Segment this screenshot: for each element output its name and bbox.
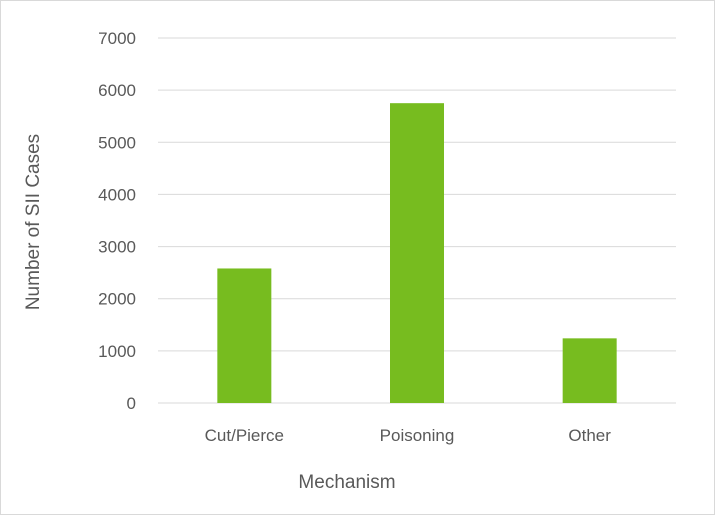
y-tick-label: 7000 <box>98 29 136 48</box>
x-tick-label: Other <box>568 426 611 445</box>
y-tick-label: 5000 <box>98 133 136 152</box>
x-tick-label: Cut/Pierce <box>205 426 284 445</box>
x-axis-ticks: Cut/Pierce Poisoning Other <box>205 426 612 445</box>
y-tick-label: 4000 <box>98 185 136 204</box>
y-tick-label: 6000 <box>98 81 136 100</box>
bar-poisoning <box>390 103 444 403</box>
bar-other <box>562 338 617 403</box>
bars <box>217 103 617 403</box>
y-tick-label: 1000 <box>98 342 136 361</box>
y-axis-ticks: 0 1000 2000 3000 4000 5000 6000 7000 <box>98 29 136 413</box>
y-tick-label: 0 <box>127 394 136 413</box>
bar-cut-pierce <box>217 268 272 403</box>
x-tick-label: Poisoning <box>380 426 455 445</box>
y-tick-label: 3000 <box>98 238 136 257</box>
y-axis-title: Number of SII Cases <box>23 134 44 310</box>
x-axis-title: Mechanism <box>298 472 395 493</box>
y-tick-label: 2000 <box>98 290 136 309</box>
